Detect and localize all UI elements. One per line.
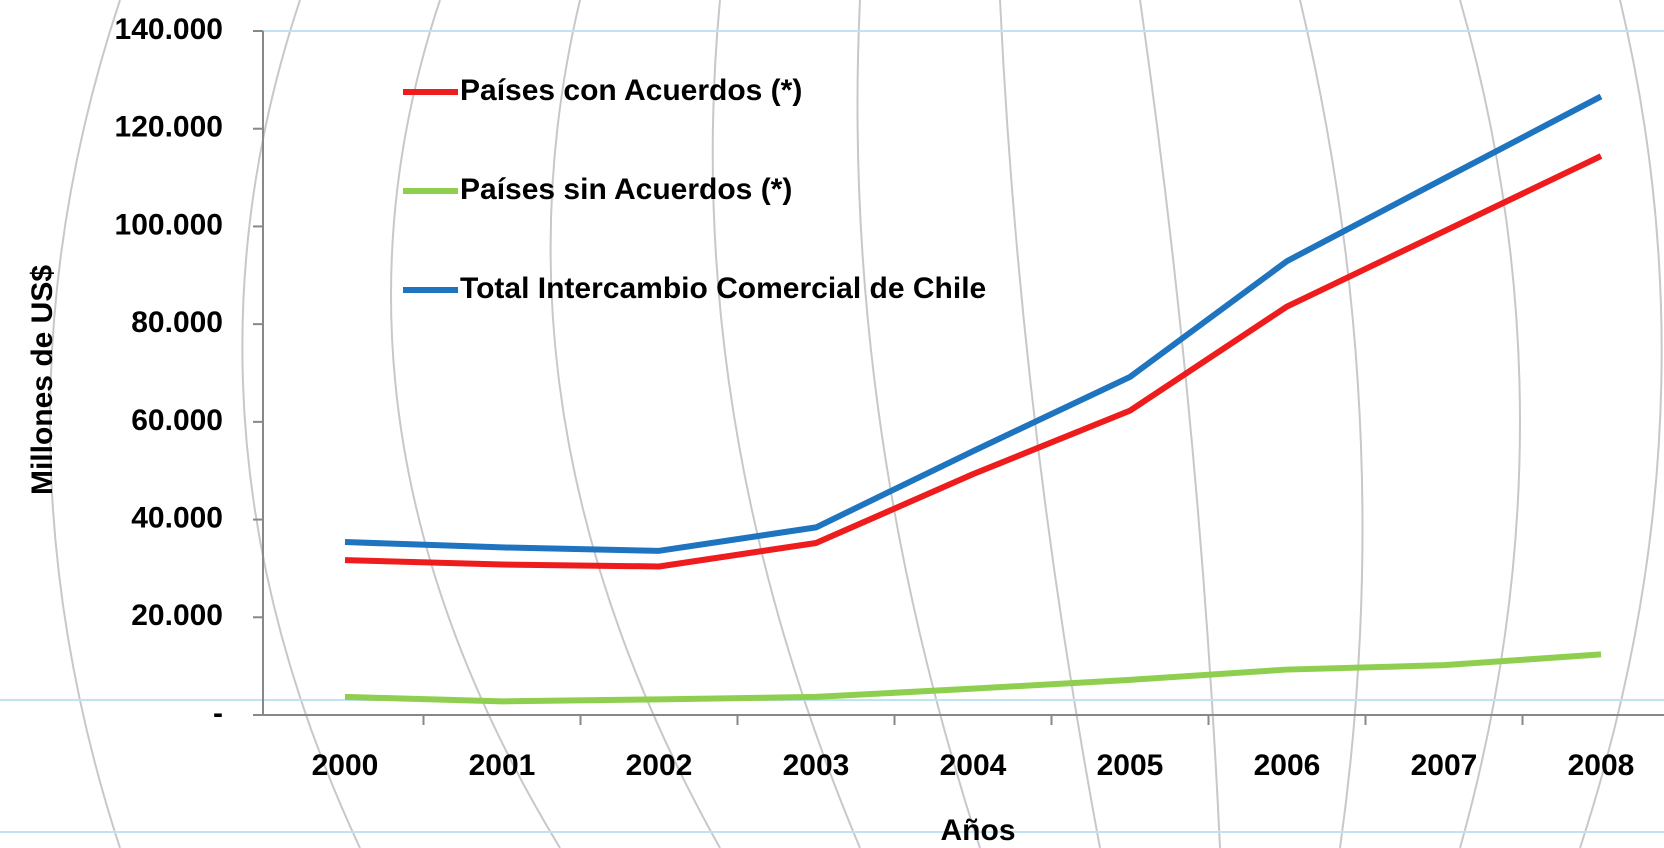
x-axis-title: Años <box>941 814 1016 847</box>
legend-label: Países con Acuerdos (*) <box>460 74 802 107</box>
legend-label: Total Intercambio Comercial de Chile <box>460 272 986 305</box>
y-tick-label: 100.000 <box>115 208 223 241</box>
legend-label: Países sin Acuerdos (*) <box>460 173 792 206</box>
y-axis-title: Millones de US$ <box>26 265 59 495</box>
y-tick-label: 80.000 <box>131 306 223 339</box>
x-tick-label: 2001 <box>469 749 536 782</box>
x-tick-label: 2006 <box>1254 749 1321 782</box>
x-tick-label: 2007 <box>1411 749 1478 782</box>
x-tick-label: 2000 <box>312 749 379 782</box>
x-tick-label: 2004 <box>940 749 1007 782</box>
y-tick-label: 60.000 <box>131 404 223 437</box>
series-line <box>344 651 1602 705</box>
x-tick-label: 2005 <box>1097 749 1164 782</box>
x-tick-label: 2008 <box>1568 749 1635 782</box>
series-line <box>344 93 1603 554</box>
series-line <box>344 153 1603 570</box>
y-tick-label: 40.000 <box>131 501 223 534</box>
x-tick-label: 2003 <box>783 749 850 782</box>
y-tick-label: 20.000 <box>131 599 223 632</box>
y-tick-label: - <box>213 697 223 730</box>
y-tick-label: 140.000 <box>115 13 223 46</box>
y-tick-label: 120.000 <box>115 111 223 144</box>
x-tick-label: 2002 <box>626 749 693 782</box>
